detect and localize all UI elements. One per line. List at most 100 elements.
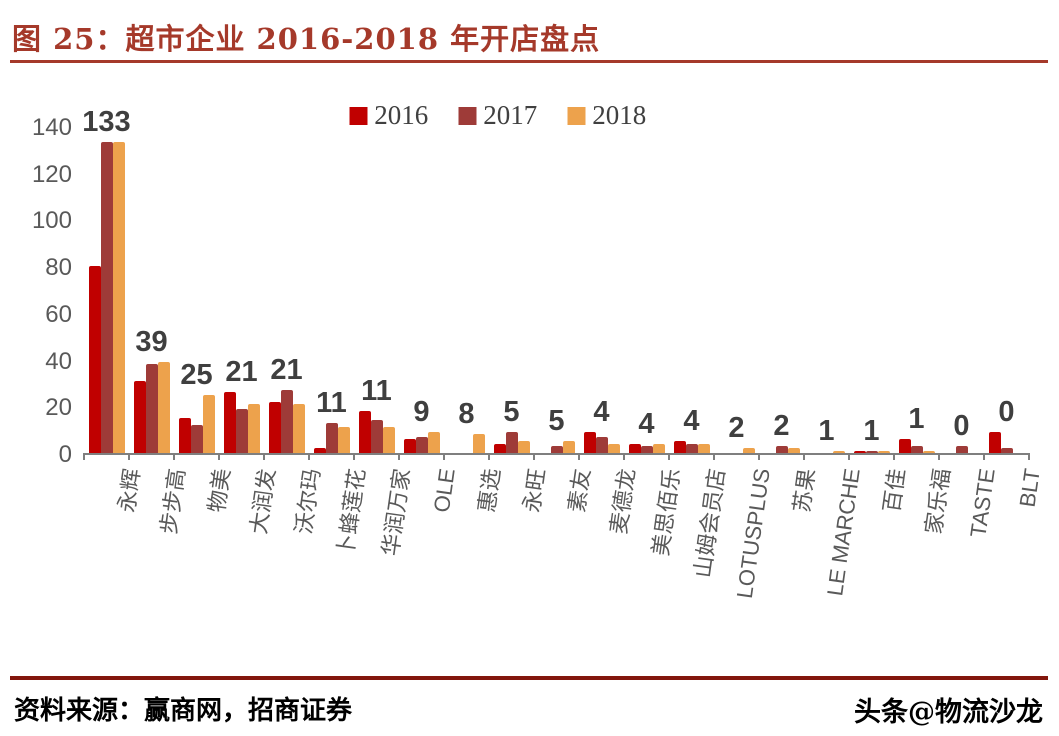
bar-2018	[472, 434, 485, 453]
bar-2018	[607, 444, 620, 453]
bar-2017	[370, 420, 383, 453]
source-note: 资料来源：赢商网，招商证券	[14, 696, 353, 726]
bar-group: 2	[714, 128, 759, 453]
bar-2016	[88, 266, 101, 453]
y-tick-label: 0	[58, 441, 72, 468]
bar-group: 39	[129, 128, 174, 453]
bar-2017	[955, 446, 968, 453]
bar-2018	[562, 441, 575, 453]
bar-2018	[247, 404, 260, 453]
data-label: 39	[135, 325, 168, 358]
data-label: 1	[863, 414, 880, 447]
x-tick-mark	[893, 453, 895, 460]
data-label: 5	[503, 395, 520, 428]
legend-label-2018: 2018	[592, 100, 647, 130]
data-label: 5	[548, 405, 565, 438]
bar-2017	[595, 437, 608, 453]
data-label: 1	[818, 414, 835, 447]
bar-2018	[382, 427, 395, 453]
data-label: 0	[998, 395, 1015, 428]
bar-group: 8	[444, 128, 489, 453]
bar-2017	[100, 142, 113, 453]
data-label: 9	[413, 395, 430, 428]
plot-area: 133 39 25 21 21 11 11 9 8 5 5 4 4 4 2 2 1 1 1 0 0	[82, 107, 1030, 460]
legend-item-2017: 2017	[458, 100, 537, 131]
bar-group: 2	[759, 128, 804, 453]
legend-swatch-2017	[458, 106, 477, 125]
x-tick-mark	[983, 453, 985, 460]
category-label: 永辉	[113, 466, 145, 514]
x-tick-mark	[263, 453, 265, 460]
category-label: 沃尔玛	[290, 466, 325, 536]
y-tick-label: 140	[31, 114, 72, 141]
legend-swatch-2018	[567, 106, 586, 125]
data-label: 1	[908, 403, 925, 435]
title-underline	[10, 60, 1048, 63]
bar-2016	[493, 444, 506, 453]
bar-group: 21	[219, 128, 264, 453]
x-tick-mark	[713, 453, 715, 460]
bar-group: 25	[174, 128, 219, 453]
category-label: LE MARCHE	[821, 466, 865, 598]
bar-2017	[1000, 448, 1013, 453]
x-tick-mark	[128, 453, 130, 460]
bar-2018	[517, 441, 530, 453]
bar-2017	[325, 423, 338, 453]
bar-group: 1	[849, 128, 894, 453]
bar-2017	[910, 446, 923, 453]
legend-item-2016: 2016	[349, 100, 428, 131]
bar-2018	[652, 444, 665, 453]
x-tick-mark	[1028, 453, 1030, 460]
bar-2017	[550, 446, 563, 453]
data-label: 11	[316, 386, 347, 419]
category-label: TASTE	[964, 466, 1000, 539]
bar-2016	[583, 432, 596, 453]
data-label: 4	[593, 395, 610, 428]
bar-2018	[292, 404, 305, 453]
category-label: LOTUSPLUS	[731, 466, 775, 600]
legend-label-2017: 2017	[483, 100, 538, 130]
bar-group: 5	[489, 128, 534, 453]
data-label: 2	[773, 410, 790, 442]
category-label: 惠选	[473, 466, 505, 514]
bar-2018	[157, 362, 170, 453]
bar-2017	[865, 451, 878, 453]
bar-2017	[145, 364, 158, 453]
bar-2018	[427, 432, 440, 453]
bar-group: 11	[309, 128, 354, 453]
bar-2016	[223, 392, 236, 453]
y-tick-label: 100	[31, 207, 72, 235]
bar-2018	[742, 448, 755, 453]
y-tick-label: 40	[45, 347, 72, 375]
data-label: 11	[361, 374, 392, 407]
y-tick-label: 120	[31, 160, 72, 188]
category-label: 麦德龙	[605, 466, 640, 536]
x-tick-mark	[173, 453, 175, 460]
bar-2018	[697, 444, 710, 453]
bar-group: 9	[399, 128, 444, 453]
x-tick-mark	[353, 453, 355, 460]
bar-group: 133	[82, 107, 131, 453]
legend-swatch-2016	[349, 106, 368, 125]
bar-2017	[190, 425, 203, 453]
x-tick-mark	[398, 453, 400, 460]
category-label: 永旺	[518, 466, 550, 514]
bar-2016	[403, 439, 416, 453]
bar-chart: 133 39 25 21 21 11 11 9 8 5 5 4 4 4 2 2 1 1 1 0 0 2016 2017 20…	[0, 70, 1059, 670]
bar-group: 1	[894, 128, 939, 453]
x-tick-mark	[803, 453, 805, 460]
x-tick-mark	[848, 453, 850, 460]
bar-2017	[280, 390, 293, 453]
y-tick-label: 60	[45, 300, 72, 328]
x-tick-mark	[668, 453, 670, 460]
category-label: 物美	[203, 466, 235, 514]
bar-group: 0	[939, 128, 984, 453]
data-label: 0	[953, 410, 970, 442]
bar-group: 11	[354, 128, 399, 453]
x-tick-mark	[758, 453, 760, 460]
x-tick-mark	[308, 453, 310, 460]
bar-2016	[358, 411, 371, 453]
bar-2018	[787, 448, 800, 453]
bar-2016	[628, 444, 641, 453]
bar-2016	[853, 451, 866, 453]
